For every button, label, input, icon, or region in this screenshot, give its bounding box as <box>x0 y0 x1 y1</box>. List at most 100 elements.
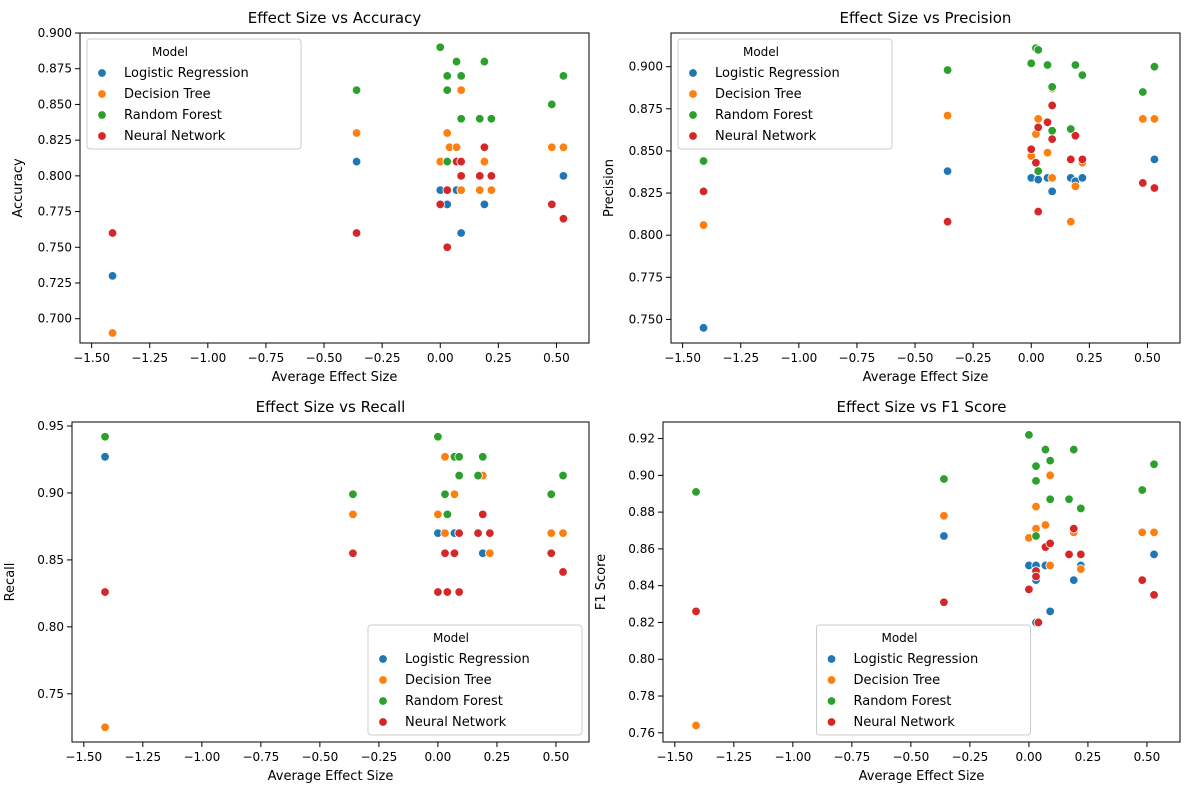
data-point <box>475 114 485 124</box>
y-tick-label: 0.90 <box>37 486 64 500</box>
data-point <box>942 110 953 121</box>
legend-label: Neural Network <box>715 129 817 144</box>
data-point <box>456 114 466 124</box>
data-point <box>546 528 556 538</box>
y-tick-label: 0.92 <box>628 432 655 446</box>
data-point <box>1069 444 1079 455</box>
data-point <box>1149 459 1159 469</box>
legend-marker <box>826 717 837 727</box>
data-point <box>456 171 466 181</box>
data-point <box>1137 485 1147 495</box>
data-point <box>698 156 709 166</box>
data-point <box>348 509 358 520</box>
data-point <box>1045 560 1055 571</box>
legend-marker <box>97 110 107 120</box>
data-point <box>1047 100 1057 111</box>
chart-4: Effect Size vs F1 Score −1.50 −1.25 −1.00 −0… <box>594 398 1181 784</box>
x-tick-label: −1.50 <box>65 750 102 764</box>
y-tick-label: 0.825 <box>38 133 72 147</box>
data-point <box>442 509 453 520</box>
data-point <box>558 171 569 181</box>
data-point <box>454 528 464 538</box>
data-point <box>1077 70 1088 80</box>
data-point <box>479 142 490 152</box>
y-tick-label: 0.750 <box>38 240 72 254</box>
data-point <box>1047 126 1057 136</box>
data-point <box>1040 520 1051 530</box>
data-point <box>1031 476 1041 486</box>
data-point <box>546 548 556 558</box>
data-point <box>1149 61 1160 72</box>
x-tick-label: 0.50 <box>543 351 570 365</box>
legend-marker <box>826 696 837 706</box>
y-axis-label: Accuracy <box>11 158 26 218</box>
y-tick-label: 0.725 <box>38 276 72 290</box>
legend-label: Logistic Regression <box>715 66 840 81</box>
y-axis-label: Recall <box>3 563 18 602</box>
legend-label: Neural Network <box>405 715 507 730</box>
data-point <box>107 271 118 281</box>
data-point <box>698 220 709 230</box>
legend-box <box>816 624 1031 736</box>
data-point <box>1077 154 1088 165</box>
data-point <box>485 548 495 558</box>
data-point <box>558 214 569 224</box>
data-point <box>1138 114 1148 124</box>
data-point <box>1031 158 1041 168</box>
data-point <box>547 199 557 210</box>
x-tick-label: −1.25 <box>131 351 168 365</box>
data-point <box>939 531 949 541</box>
data-point <box>486 185 497 195</box>
scatter-points <box>691 430 1159 731</box>
x-axis-label: Average Effect Size <box>272 370 398 385</box>
data-point <box>558 71 569 81</box>
x-tick-label: 0.25 <box>484 750 511 764</box>
data-point <box>440 489 450 500</box>
data-point <box>107 228 118 238</box>
data-point <box>558 528 568 538</box>
data-point <box>1149 549 1159 560</box>
data-point <box>1064 494 1074 504</box>
data-point <box>1045 455 1055 466</box>
legend-marker <box>378 654 388 664</box>
data-point <box>1047 173 1057 183</box>
data-point <box>1070 131 1081 141</box>
legend-label: Decision Tree <box>405 673 492 688</box>
data-point <box>942 166 953 176</box>
data-point <box>1149 114 1160 124</box>
data-point <box>100 722 110 732</box>
legend-box <box>86 38 302 150</box>
x-tick-label: −0.75 <box>833 750 870 764</box>
y-tick-label: 0.825 <box>629 186 663 200</box>
y-tick-label: 0.800 <box>38 169 72 183</box>
data-point <box>442 242 452 252</box>
plot-frame <box>71 421 590 743</box>
data-point <box>451 142 462 152</box>
x-tick-label: −1.50 <box>664 351 701 365</box>
data-point <box>1076 503 1086 514</box>
data-point <box>1033 166 1043 176</box>
data-point <box>442 85 452 95</box>
data-point <box>1024 430 1034 440</box>
data-point <box>440 452 450 462</box>
data-point <box>449 548 460 558</box>
legend-marker <box>826 654 837 664</box>
x-tick-label: 0.25 <box>1076 351 1103 365</box>
legend-title: Model <box>743 45 779 59</box>
data-point <box>1033 45 1043 55</box>
data-point <box>1026 58 1036 69</box>
legend-marker <box>378 696 388 706</box>
data-point <box>1026 144 1036 154</box>
data-point <box>1149 183 1160 193</box>
data-point <box>351 228 362 238</box>
legend-marker <box>97 131 107 141</box>
data-point <box>442 185 452 195</box>
data-point <box>1066 124 1076 134</box>
data-point <box>1137 527 1147 538</box>
data-point <box>456 228 466 238</box>
data-point <box>939 511 949 521</box>
y-tick-label: 0.82 <box>628 615 655 629</box>
data-point <box>479 156 490 167</box>
data-point <box>435 199 445 210</box>
legend-label: Random Forest <box>854 694 952 709</box>
